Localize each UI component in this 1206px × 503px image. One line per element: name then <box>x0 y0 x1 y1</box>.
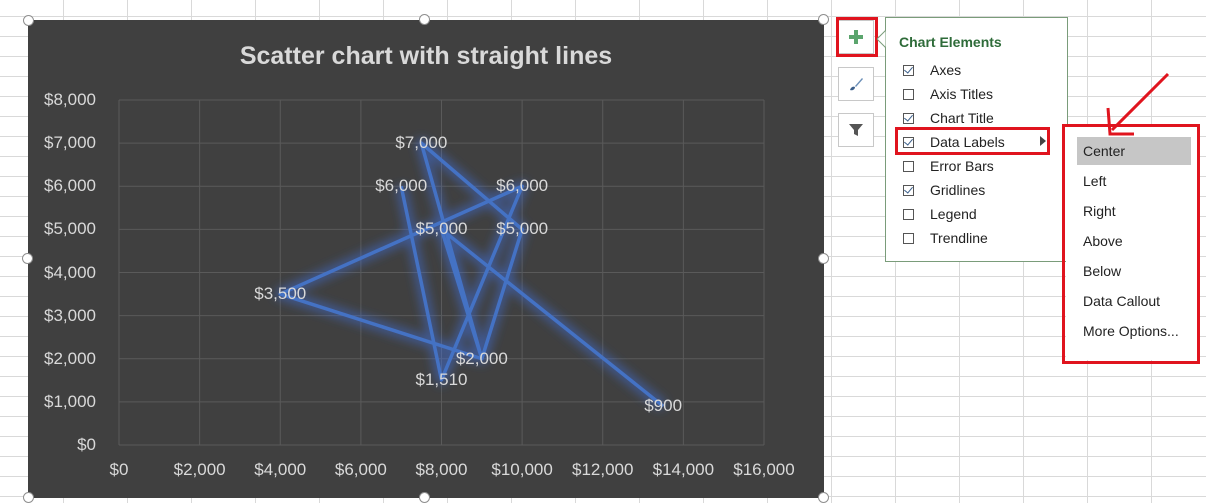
plot-area[interactable] <box>28 20 824 498</box>
x-tick-label: $2,000 <box>173 460 226 479</box>
x-tick-label: $12,000 <box>572 460 634 479</box>
chart-styles-button[interactable] <box>838 67 874 101</box>
resize-handle-right[interactable] <box>818 253 829 264</box>
error-bars-label: Error Bars <box>930 158 994 174</box>
resize-handle-bottom-left[interactable] <box>23 492 34 503</box>
legend-label: Legend <box>930 206 977 222</box>
y-tick-label: $5,000 <box>44 219 96 239</box>
y-tick-label: $6,000 <box>44 176 96 196</box>
axes-label: Axes <box>930 62 962 78</box>
data-label[interactable]: $5,000 <box>496 219 549 239</box>
submenu-arrow-icon <box>1040 136 1046 146</box>
chart-element-trendline[interactable]: Trendline <box>903 228 988 248</box>
axis-titles-label: Axis Titles <box>930 86 994 102</box>
highlight-submenu <box>1062 124 1200 364</box>
chart-filters-funnel-icon <box>849 124 863 136</box>
data-label[interactable]: $7,000 <box>395 133 448 153</box>
axis-titles-checkbox[interactable] <box>903 88 914 100</box>
series-line[interactable] <box>278 141 665 408</box>
y-tick-label: $7,000 <box>44 133 96 153</box>
chart-filters-button[interactable] <box>838 113 874 147</box>
chart-element-data-labels[interactable]: Data Labels <box>903 132 1005 152</box>
highlight-plus-button <box>836 17 878 57</box>
x-tick-label: $8,000 <box>415 460 468 479</box>
chart-element-axis-titles[interactable]: Axis Titles <box>903 84 993 104</box>
legend-checkbox[interactable] <box>903 208 914 220</box>
y-tick-label: $2,000 <box>44 348 96 368</box>
data-labels-option-center[interactable]: Center <box>1077 137 1191 165</box>
chart-title[interactable]: Scatter chart with straight lines <box>239 42 613 70</box>
chart-element-chart-title[interactable]: Chart Title <box>903 108 994 128</box>
data-labels-checkbox[interactable] <box>903 136 914 148</box>
x-tick-label: $0 <box>109 460 129 479</box>
data-labels-option-more-options[interactable]: More Options... <box>1083 323 1179 339</box>
chart-area[interactable]: Scatter chart with straight lines $0 $1,0… <box>28 20 824 498</box>
data-label[interactable]: $6,000 <box>375 176 428 196</box>
y-tick-label: $1,000 <box>44 391 96 411</box>
trendline-checkbox[interactable] <box>903 232 914 244</box>
data-labels-option-above[interactable]: Above <box>1083 233 1123 249</box>
data-labels-submenu: Center Left Right Above Below Data Callout Mor… <box>1066 127 1197 360</box>
resize-handle-top-right[interactable] <box>818 14 829 25</box>
data-label[interactable]: $3,500 <box>254 284 307 304</box>
resize-handle-top[interactable] <box>419 14 430 25</box>
resize-handle-bottom[interactable] <box>419 492 430 503</box>
data-labels-option-right[interactable]: Right <box>1083 203 1116 219</box>
x-tick-label: $4,000 <box>254 460 307 479</box>
y-tick-label: $8,000 <box>44 90 96 109</box>
resize-handle-left[interactable] <box>22 253 33 264</box>
gridlines-checkbox[interactable] <box>903 184 914 196</box>
annotation-arrow <box>1106 72 1170 136</box>
chart-elements-title: Chart Elements <box>899 34 1002 50</box>
axes-checkbox[interactable] <box>903 64 914 76</box>
data-label[interactable]: $1,510 <box>415 369 468 389</box>
x-tick-label: $6,000 <box>334 460 387 479</box>
gridlines-label: Gridlines <box>930 182 986 198</box>
highlight-data-labels <box>895 127 1050 155</box>
x-tick-label: $14,000 <box>652 460 715 479</box>
data-labels-label: Data Labels <box>930 134 1005 150</box>
data-label[interactable]: $900 <box>644 396 683 416</box>
trendline-label: Trendline <box>930 230 988 246</box>
x-tick-label: $16,000 <box>733 460 795 479</box>
chart-elements-plus-icon <box>849 30 863 44</box>
data-labels-option-below[interactable]: Below <box>1083 263 1122 279</box>
data-labels-option-left[interactable]: Left <box>1083 173 1107 189</box>
data-label[interactable]: $6,000 <box>496 176 549 196</box>
error-bars-checkbox[interactable] <box>903 160 914 172</box>
data-label[interactable]: $5,000 <box>415 219 468 239</box>
chart-element-error-bars[interactable]: Error Bars <box>903 156 994 176</box>
chart-title-checkbox[interactable] <box>903 112 914 124</box>
y-tick-label: $4,000 <box>44 262 96 282</box>
y-tick-label: $3,000 <box>44 305 96 325</box>
chart-element-gridlines[interactable]: Gridlines <box>903 180 985 200</box>
chart-element-axes[interactable]: Axes <box>903 60 961 80</box>
resize-handle-top-left[interactable] <box>23 15 34 26</box>
data-labels-option-data-callout[interactable]: Data Callout <box>1083 293 1161 309</box>
chart-element-legend[interactable]: Legend <box>903 204 977 224</box>
y-tick-label: $0 <box>77 435 96 454</box>
x-tick-label: $10,000 <box>491 460 553 479</box>
resize-handle-bottom-right[interactable] <box>818 492 829 503</box>
chart-title-label: Chart Title <box>930 110 994 126</box>
data-label[interactable]: $2,000 <box>455 348 508 368</box>
chart-elements-panel: Chart Elements Axes Axis Titles Chart Titl… <box>877 17 1068 262</box>
panel-pointer <box>877 30 887 48</box>
chart-styles-brush-icon <box>850 78 863 91</box>
